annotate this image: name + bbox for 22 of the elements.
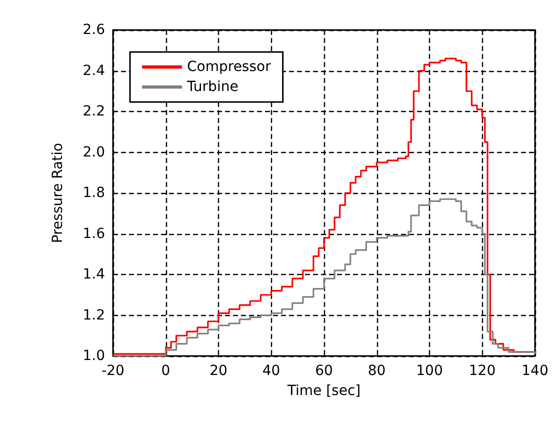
x-tick-label: -20 xyxy=(102,363,124,379)
x-tick-label: 0 xyxy=(161,363,170,379)
x-tick-label: 60 xyxy=(315,363,333,379)
y-tick-label: 2.6 xyxy=(82,22,106,38)
legend-label: Compressor xyxy=(187,59,272,75)
x-tick-label: 40 xyxy=(262,363,280,379)
x-tick-label: 20 xyxy=(210,363,228,379)
y-tick-label: 2.2 xyxy=(82,104,105,120)
x-axis-title: Time [sec] xyxy=(286,383,361,399)
y-tick-label: 2.0 xyxy=(82,144,105,160)
legend-label: Turbine xyxy=(186,79,238,95)
x-tick-label: 80 xyxy=(368,363,386,379)
y-tick-label: 2.4 xyxy=(82,62,106,79)
y-tick-label: 1.0 xyxy=(82,348,105,364)
y-tick-label: 1.8 xyxy=(82,185,105,201)
y-tick-label: 1.2 xyxy=(82,307,105,324)
x-tick-label: 140 xyxy=(522,363,548,379)
x-tick-label: 120 xyxy=(468,363,496,379)
y-tick-label: 1.6 xyxy=(82,226,106,242)
y-axis-title: Pressure Ratio xyxy=(50,142,66,244)
x-tick-label: 100 xyxy=(416,363,443,379)
y-tick-label: 1.4 xyxy=(82,266,106,282)
